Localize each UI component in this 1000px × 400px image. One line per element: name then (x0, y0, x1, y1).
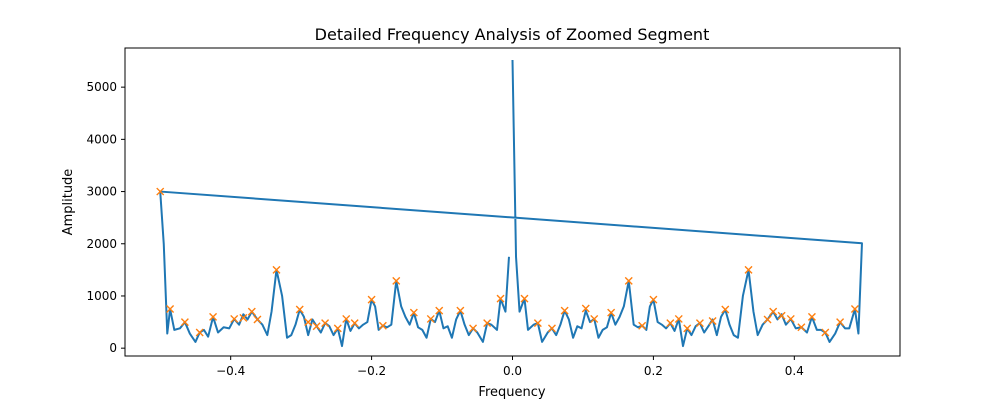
y-axis-label: Amplitude (61, 169, 76, 236)
peak-marker (166, 305, 175, 314)
peak-marker (769, 307, 778, 316)
peak-marker (695, 319, 704, 328)
peak-marker (239, 313, 248, 322)
y-tick-label: 0 (109, 341, 117, 355)
peak-marker (581, 304, 590, 313)
peak-marker (321, 319, 330, 328)
peak-marker (156, 187, 165, 196)
peak-marker (836, 318, 845, 327)
x-tick-label: −0.4 (216, 364, 245, 378)
peak-marker (533, 319, 542, 328)
peak-marker (367, 295, 376, 304)
peak-marker (666, 319, 675, 328)
peak-marker (744, 265, 753, 274)
peak-marker (483, 319, 492, 328)
x-tick-label: 0.4 (785, 364, 804, 378)
peak-marker (253, 315, 262, 324)
peak-marker (247, 307, 256, 316)
peak-marker (180, 318, 189, 327)
x-axis-label: Frequency (478, 385, 545, 400)
peak-marker (547, 324, 556, 333)
peak-marker (708, 317, 717, 326)
peak-marker (312, 322, 321, 331)
x-tick-label: 0.2 (644, 364, 663, 378)
peak-marker (797, 323, 806, 332)
y-tick-label: 5000 (86, 80, 117, 94)
y-axis-ticks: 0 1000 2000 3000 4000 5000 (86, 80, 125, 355)
peak-marker (821, 328, 830, 337)
peak-marker (807, 312, 816, 321)
peak-marker (624, 276, 633, 285)
spectrum-line (159, 59, 863, 348)
peak-marker (777, 311, 786, 320)
chart-title: Detailed Frequency Analysis of Zoomed Se… (315, 25, 710, 44)
peak-marker (342, 314, 351, 323)
y-tick-label: 4000 (86, 132, 117, 146)
peak-marker (295, 305, 304, 314)
peak-marker (350, 319, 359, 328)
x-tick-label: −0.2 (357, 364, 386, 378)
peak-marker (392, 276, 401, 285)
x-tick-label: 0.0 (503, 364, 522, 378)
peak-marker (520, 294, 529, 303)
x-axis-ticks: −0.4 −0.2 0.0 0.2 0.4 (216, 356, 804, 378)
peak-marker (607, 308, 616, 317)
peak-marker (209, 312, 218, 321)
peak-marker (456, 306, 465, 315)
peak-marker (496, 294, 505, 303)
peak-marker (683, 324, 692, 333)
peak-marker (469, 324, 478, 333)
peak-marker (649, 295, 658, 304)
peak-marker (378, 321, 387, 330)
peak-marker (333, 324, 342, 333)
peak-marker (426, 314, 435, 323)
plot-marks (156, 59, 863, 348)
peak-marker (674, 314, 683, 323)
peak-marker (638, 321, 647, 330)
y-tick-label: 3000 (86, 185, 117, 199)
y-tick-label: 2000 (86, 237, 117, 251)
peak-marker (409, 308, 418, 317)
peak-marker (560, 306, 569, 315)
peak-marker (590, 314, 599, 323)
peak-marker (763, 315, 772, 324)
peak-marker (786, 314, 795, 323)
peak-marker (230, 314, 239, 323)
y-tick-label: 1000 (86, 289, 117, 303)
peak-marker (850, 305, 859, 314)
peak-marker (721, 305, 730, 314)
peak-marker (272, 265, 281, 274)
peak-marker (195, 328, 204, 337)
peak-marker (435, 306, 444, 315)
peak-marker (304, 318, 313, 327)
